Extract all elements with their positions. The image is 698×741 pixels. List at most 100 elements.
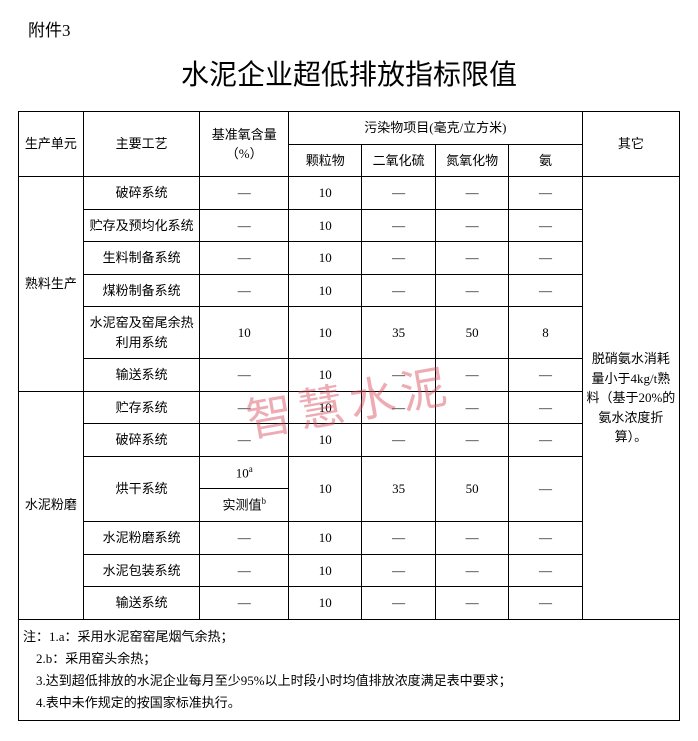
notes-row: 注：1.a：采用水泥窑窑尾烟气余热； 2.b：采用窑头余热； 3.达到超低排放的…	[19, 619, 680, 720]
cell-pm: 10	[289, 274, 362, 307]
cell-process: 水泥包装系统	[83, 554, 200, 587]
cell-pm: 10	[289, 359, 362, 392]
cell-nox: —	[435, 554, 508, 587]
table-row: 破碎系统 — 10 — — —	[19, 424, 680, 457]
note-item: 2.b：采用窑头余热；	[36, 651, 156, 666]
cell-so2: —	[362, 391, 435, 424]
cell-so2: —	[362, 554, 435, 587]
cell-o2: 10	[200, 307, 289, 359]
table-row: 输送系统 — 10 — — —	[19, 587, 680, 620]
table-row: 水泥粉磨系统 — 10 — — —	[19, 522, 680, 555]
cell-so2: —	[362, 522, 435, 555]
cell-o2: —	[200, 274, 289, 307]
cell-other-note: 脱硝氨水消耗量小于4kg/t熟料（基于20%的氨水浓度折算）。	[582, 177, 679, 620]
note-item: 3.达到超低排放的水泥企业每月至少95%以上时段小时均值排放浓度满足表中要求；	[36, 673, 512, 688]
cell-nh3: —	[509, 177, 582, 210]
table-row: 烘干系统 10a 10 35 50 —	[19, 456, 680, 489]
cell-o2: —	[200, 424, 289, 457]
cell-so2: —	[362, 359, 435, 392]
cell-pm: 10	[289, 554, 362, 587]
emission-limits-table: 生产单元 主要工艺 基准氧含量（%） 污染物项目(毫克/立方米) 其它 颗粒物 …	[18, 111, 680, 721]
cell-o2: —	[200, 587, 289, 620]
cell-nox: —	[435, 242, 508, 275]
unit-cement: 水泥粉磨	[19, 391, 84, 619]
header-unit: 生产单元	[19, 112, 84, 177]
cell-nox: —	[435, 424, 508, 457]
cell-nox: —	[435, 274, 508, 307]
cell-pm: 10	[289, 424, 362, 457]
cell-process: 烘干系统	[83, 456, 200, 522]
cell-o2: —	[200, 522, 289, 555]
cell-nox: —	[435, 209, 508, 242]
cell-process: 贮存系统	[83, 391, 200, 424]
cell-nox: 50	[435, 307, 508, 359]
table-row: 输送系统 — 10 — — —	[19, 359, 680, 392]
cell-so2: —	[362, 177, 435, 210]
cell-nox: —	[435, 177, 508, 210]
header-other: 其它	[582, 112, 679, 177]
page-title: 水泥企业超低排放指标限值	[18, 53, 680, 93]
cell-nox: —	[435, 359, 508, 392]
table-row: 水泥窑及窑尾余热利用系统 10 10 35 50 8	[19, 307, 680, 359]
notes-cell: 注：1.a：采用水泥窑窑尾烟气余热； 2.b：采用窑头余热； 3.达到超低排放的…	[19, 619, 680, 720]
cell-so2: —	[362, 274, 435, 307]
cell-o2: —	[200, 359, 289, 392]
cell-nh3: —	[509, 554, 582, 587]
header-process: 主要工艺	[83, 112, 200, 177]
note-item: 4.表中未作规定的按国家标准执行。	[36, 695, 241, 710]
cell-so2: 35	[362, 456, 435, 522]
cell-nox: 50	[435, 456, 508, 522]
note-item: 1.a：采用水泥窑窑尾烟气余热；	[49, 629, 234, 644]
cell-nox: —	[435, 391, 508, 424]
table-row: 熟料生产 破碎系统 — 10 — — — 脱硝氨水消耗量小于4kg/t熟料（基于…	[19, 177, 680, 210]
cell-o2: —	[200, 554, 289, 587]
cell-process: 生料制备系统	[83, 242, 200, 275]
cell-nh3: —	[509, 359, 582, 392]
header-row-1: 生产单元 主要工艺 基准氧含量（%） 污染物项目(毫克/立方米) 其它	[19, 112, 680, 145]
cell-nh3: —	[509, 587, 582, 620]
cell-so2: 35	[362, 307, 435, 359]
header-pollutants-group: 污染物项目(毫克/立方米)	[289, 112, 583, 145]
cell-o2-b: 实测值b	[200, 489, 289, 522]
cell-pm: 10	[289, 177, 362, 210]
cell-process: 破碎系统	[83, 424, 200, 457]
cell-pm: 10	[289, 242, 362, 275]
cell-nh3: —	[509, 242, 582, 275]
table-row: 水泥包装系统 — 10 — — —	[19, 554, 680, 587]
cell-pm: 10	[289, 522, 362, 555]
cell-o2-a: 10a	[200, 456, 289, 489]
cell-nh3: —	[509, 522, 582, 555]
cell-process: 输送系统	[83, 359, 200, 392]
unit-clinker: 熟料生产	[19, 177, 84, 392]
cell-nh3: —	[509, 424, 582, 457]
cell-nh3: 8	[509, 307, 582, 359]
cell-so2: —	[362, 209, 435, 242]
table-row: 生料制备系统 — 10 — — —	[19, 242, 680, 275]
table-row: 煤粉制备系统 — 10 — — —	[19, 274, 680, 307]
header-nox: 氮氧化物	[435, 144, 508, 177]
header-so2: 二氧化硫	[362, 144, 435, 177]
cell-nh3: —	[509, 391, 582, 424]
cell-process: 水泥窑及窑尾余热利用系统	[83, 307, 200, 359]
cell-process: 破碎系统	[83, 177, 200, 210]
cell-nox: —	[435, 522, 508, 555]
cell-nh3: —	[509, 456, 582, 522]
cell-so2: —	[362, 242, 435, 275]
notes-prefix: 注：	[23, 629, 49, 644]
cell-pm: 10	[289, 391, 362, 424]
header-pm: 颗粒物	[289, 144, 362, 177]
cell-so2: —	[362, 424, 435, 457]
cell-pm: 10	[289, 209, 362, 242]
cell-nox: —	[435, 587, 508, 620]
header-nh3: 氨	[509, 144, 582, 177]
cell-pm: 10	[289, 307, 362, 359]
attachment-label: 附件3	[28, 16, 680, 41]
cell-process: 贮存及预均化系统	[83, 209, 200, 242]
cell-nh3: —	[509, 274, 582, 307]
header-o2: 基准氧含量（%）	[200, 112, 289, 177]
table-row: 水泥粉磨 贮存系统 — 10 — — —	[19, 391, 680, 424]
cell-pm: 10	[289, 456, 362, 522]
cell-o2: —	[200, 209, 289, 242]
table-row: 贮存及预均化系统 — 10 — — —	[19, 209, 680, 242]
cell-pm: 10	[289, 587, 362, 620]
